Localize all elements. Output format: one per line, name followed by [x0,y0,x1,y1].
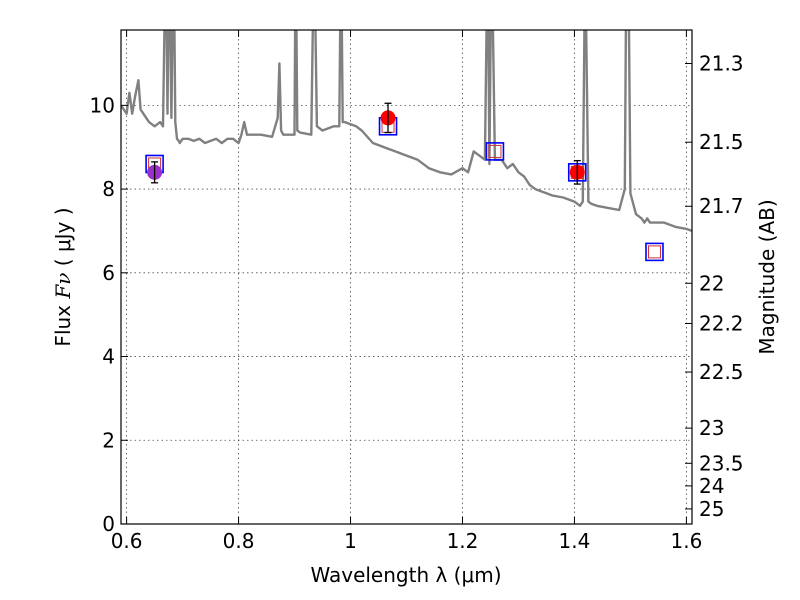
y-tick-label: 10 [90,93,115,117]
y-axis-title-prefix: Flux [51,299,75,347]
plot-frame [120,29,693,525]
x-tick-label: 1.6 [670,529,702,553]
y-tick-label: 8 [102,177,115,201]
x-tick-label: 0.8 [223,529,255,553]
model-photometry-box [645,242,664,262]
model-photometry-box-inner [647,245,661,259]
y-axis-title-symbol: Fν [51,273,75,300]
y2-tick-label: 21.7 [699,194,744,218]
y2-tick-label: 25 [699,497,724,521]
y2-tick-label: 22 [699,271,724,295]
plot-area [121,30,692,262]
y2-tick-label: 22.2 [699,311,744,335]
y-axis-title-suffix: ( μJy ) [51,207,75,272]
y2-tick-label: 24 [699,474,724,498]
x-tick-label: 1 [344,529,357,553]
y2-tick-label: 21.5 [699,130,744,154]
x-tick-label: 1.4 [559,529,591,553]
y-tick-label: 2 [102,428,115,452]
y-tick-label: 0 [102,512,115,536]
model-photometry-box-inner [488,144,502,158]
grid-lines [121,30,692,524]
y2-tick-label: 22.5 [699,360,744,384]
y2-tick-label: 23.5 [699,451,744,475]
axes: 0.6 0.8 1 1.2 1.4 1.6024681021.321.521.72222.… [90,30,744,553]
x-tick-label: 0.6 [111,529,143,553]
y-axis-title: Flux Fν ( μJy ) [51,207,75,346]
model-photometry-box [485,142,505,161]
y2-tick-label: 21.3 [699,51,744,75]
y2-tick-label: 23 [699,416,724,440]
model-spectrum-line [121,30,692,233]
y-tick-label: 6 [102,261,115,285]
y-tick-label: 4 [102,345,115,369]
y2-axis-title: Magnitude (AB) [755,199,779,354]
x-axis-title: Wavelength λ (μm) [310,563,501,587]
x-tick-label: 1.2 [447,529,479,553]
